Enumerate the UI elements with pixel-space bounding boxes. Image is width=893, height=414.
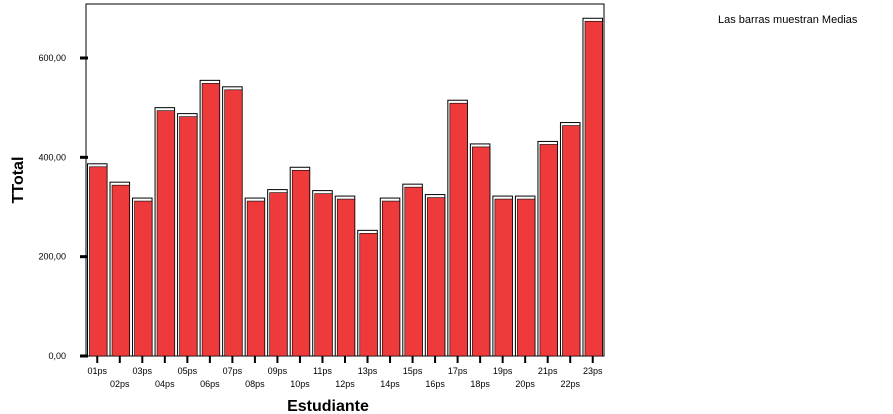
bar-15ps xyxy=(404,186,423,357)
bar-07ps xyxy=(224,89,243,357)
bar-21ps xyxy=(539,144,558,357)
bar-12ps xyxy=(336,198,356,357)
x-tick-label: 18ps xyxy=(470,379,490,389)
bar-10ps xyxy=(291,169,311,357)
x-tick-label: 05ps xyxy=(178,366,198,376)
x-tick-label: 17ps xyxy=(448,366,468,376)
bar-05ps xyxy=(179,116,198,357)
bar-01ps xyxy=(89,166,108,357)
bar-23ps xyxy=(584,20,603,357)
bar-08ps xyxy=(246,200,265,357)
x-tick-label: 08ps xyxy=(245,379,265,389)
y-tick-label: 0,00 xyxy=(48,351,66,361)
bar-22ps xyxy=(562,125,581,357)
y-axis-title: TTotal xyxy=(10,157,27,204)
x-tick-label: 04ps xyxy=(155,379,175,389)
x-axis-title: Estudiante xyxy=(287,398,369,414)
x-tick-label: 16ps xyxy=(425,379,445,389)
y-tick-label: 600,00 xyxy=(38,53,66,63)
x-tick-label: 11ps xyxy=(313,366,332,376)
x-tick-label: 07ps xyxy=(223,366,243,376)
x-tick-label: 01ps xyxy=(87,366,107,376)
bar-06ps xyxy=(201,83,220,357)
x-tick-label: 06ps xyxy=(200,379,220,389)
bar-02ps xyxy=(111,184,130,357)
bar-16ps xyxy=(427,197,446,357)
x-tick-label: 12ps xyxy=(335,379,355,389)
bar-11ps xyxy=(314,193,333,357)
bar-19ps xyxy=(494,198,513,357)
x-tick-label: 21ps xyxy=(538,366,558,376)
x-tick-label: 09ps xyxy=(268,366,288,376)
x-tick-label: 19ps xyxy=(493,366,513,376)
bar-18ps xyxy=(472,146,491,357)
bar-20ps xyxy=(517,198,536,357)
x-tick-label: 23ps xyxy=(583,366,603,376)
x-tick-label: 03ps xyxy=(133,366,153,376)
x-tick-label: 14ps xyxy=(380,379,400,389)
x-axis: 01ps02ps03ps04ps05ps06ps07ps08ps09ps10ps… xyxy=(87,356,603,389)
bar-14ps xyxy=(381,200,401,357)
y-axis: 0,00 200,00 400,00 600,00 xyxy=(38,53,88,361)
bars-show-means-note: Las barras muestran Medias xyxy=(718,14,858,26)
y-tick-label: 200,00 xyxy=(38,252,66,262)
x-tick-label: 22ps xyxy=(560,379,580,389)
bar-03ps xyxy=(134,200,153,357)
y-tick-label: 400,00 xyxy=(38,152,66,162)
bar-17ps xyxy=(449,102,468,357)
x-tick-label: 13ps xyxy=(358,366,378,376)
bars-group xyxy=(87,17,604,357)
bar-04ps xyxy=(156,110,175,357)
x-tick-label: 15ps xyxy=(403,366,423,376)
x-tick-label: 10ps xyxy=(290,379,310,389)
bar-09ps xyxy=(269,192,288,357)
x-tick-label: 02ps xyxy=(110,379,130,389)
bar-13ps xyxy=(359,233,378,357)
x-tick-label: 20ps xyxy=(515,379,535,389)
